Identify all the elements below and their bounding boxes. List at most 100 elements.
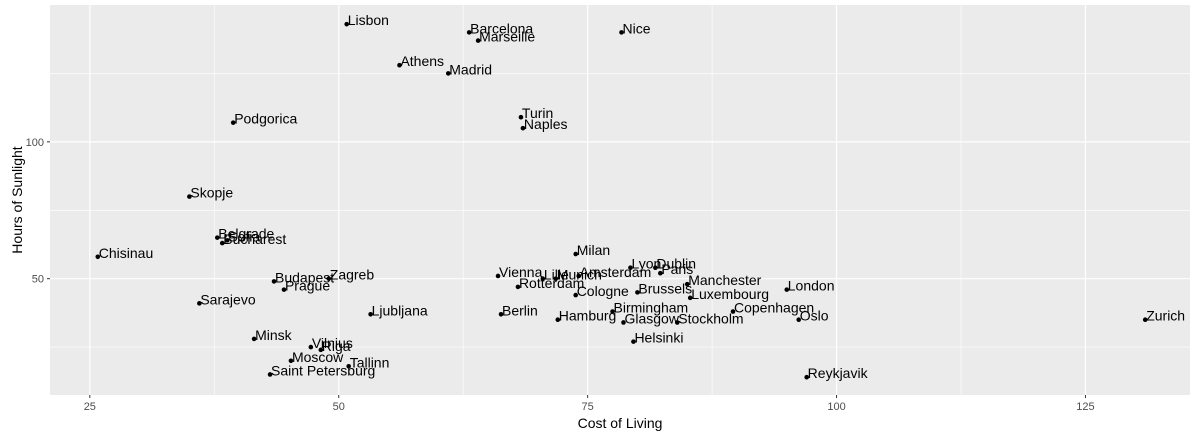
point-label: Tallinn xyxy=(350,354,390,370)
point-label: Vilnius xyxy=(312,335,353,351)
point-label: Paris xyxy=(661,261,693,277)
data-point xyxy=(326,276,332,281)
data-point xyxy=(576,273,581,279)
point-label: Zurich xyxy=(1146,308,1185,324)
data-point xyxy=(621,320,626,325)
point-label: Berlin xyxy=(502,302,538,318)
y-axis-title: Hours of Sunlight xyxy=(9,146,25,254)
data-point xyxy=(674,320,680,325)
point-label: Stockholm xyxy=(678,310,743,326)
point-label: Lisbon xyxy=(348,12,389,28)
data-point xyxy=(653,265,658,271)
data-point xyxy=(267,372,273,377)
point-label: Nice xyxy=(622,20,650,36)
data-point xyxy=(635,290,640,295)
point-label: Naples xyxy=(524,116,568,132)
data-point xyxy=(445,71,451,76)
data-point xyxy=(658,270,663,276)
plot-panel xyxy=(50,5,1190,395)
point-label: Belgrade xyxy=(218,226,274,242)
data-point xyxy=(1142,317,1148,323)
data-point xyxy=(95,254,101,260)
x-tick-label: 50 xyxy=(333,401,345,413)
data-point xyxy=(518,114,524,120)
point-label: Helsinki xyxy=(634,330,683,346)
data-point xyxy=(251,336,257,342)
data-point xyxy=(318,347,324,353)
point-label: Bucharest xyxy=(223,231,286,247)
x-axis-ticks: 25 50 75 100 125 xyxy=(84,395,1095,413)
point-label: Zagreb xyxy=(330,267,375,283)
point-label: London xyxy=(788,278,835,294)
data-point xyxy=(573,292,578,298)
point-label: Reykjavik xyxy=(808,365,869,381)
data-point xyxy=(520,125,526,131)
x-tick-label: 75 xyxy=(582,401,594,413)
point-label: Lille xyxy=(544,267,569,283)
data-point xyxy=(214,235,220,240)
point-label: Skopje xyxy=(190,185,233,201)
point-label: Copenhagen xyxy=(734,300,814,316)
data-point xyxy=(308,344,314,350)
point-label: Chisinau xyxy=(99,245,153,261)
data-point xyxy=(495,273,501,279)
point-label: Luxembourg xyxy=(691,286,769,302)
data-point xyxy=(281,287,287,292)
data-point xyxy=(631,339,636,344)
point-label: Sofia xyxy=(228,228,260,244)
point-label: Glasgow xyxy=(624,310,679,326)
data-point xyxy=(555,317,561,323)
data-point xyxy=(344,21,349,27)
point-label: Rotterdam xyxy=(519,275,584,291)
point-label: Athens xyxy=(400,53,444,69)
point-label: Birmingham xyxy=(614,300,689,316)
point-label: Ljubljana xyxy=(372,302,428,318)
point-label: Oslo xyxy=(800,308,829,324)
data-point xyxy=(796,317,802,323)
data-point xyxy=(804,374,809,380)
data-point xyxy=(230,120,236,125)
point-label: Moscow xyxy=(292,349,344,365)
data-points xyxy=(95,21,1148,380)
data-point xyxy=(219,240,225,246)
point-label: Madrid xyxy=(449,61,492,77)
minor-gridlines xyxy=(50,5,1190,395)
point-label: Minsk xyxy=(255,327,293,343)
y-tick-label: 100 xyxy=(26,137,44,149)
data-point xyxy=(553,276,559,281)
data-point xyxy=(610,309,615,314)
data-point xyxy=(730,309,736,314)
data-point xyxy=(475,38,481,43)
point-label: Munich xyxy=(557,267,602,283)
data-point xyxy=(687,295,693,301)
point-label: Brussels xyxy=(638,280,692,296)
data-point xyxy=(224,238,230,243)
data-point xyxy=(368,311,373,317)
x-tick-label: 125 xyxy=(1076,401,1094,413)
point-label: Podgorica xyxy=(234,111,297,127)
major-gridlines xyxy=(50,5,1190,395)
data-point xyxy=(515,284,521,290)
point-label: Amsterdam xyxy=(580,264,652,280)
data-point xyxy=(619,30,624,35)
point-label: Manchester xyxy=(688,272,761,288)
point-label: Budapest xyxy=(275,269,334,285)
data-point xyxy=(466,30,472,35)
data-point xyxy=(684,281,690,287)
point-label: Prague xyxy=(285,278,330,294)
data-point xyxy=(288,358,294,364)
point-label: Hamburg xyxy=(559,308,617,324)
data-point xyxy=(197,301,202,306)
point-label: Milan xyxy=(577,242,610,258)
data-point xyxy=(271,279,277,284)
data-point xyxy=(498,311,504,317)
point-label: Barcelona xyxy=(470,20,533,36)
point-label: Vienna xyxy=(499,264,543,280)
point-label: Dublin xyxy=(656,256,696,272)
data-point xyxy=(397,62,402,68)
y-tick-label: 50 xyxy=(32,274,44,286)
point-label: Riga xyxy=(322,338,351,354)
data-point xyxy=(573,251,578,257)
